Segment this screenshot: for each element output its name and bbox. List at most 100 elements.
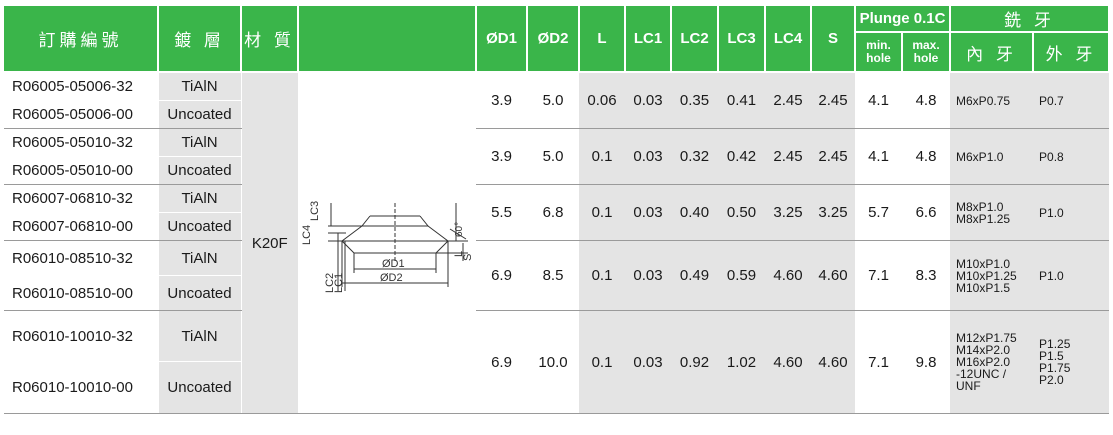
- material-value: K20F: [241, 72, 298, 414]
- header-min-hole: min. hole: [855, 32, 903, 73]
- d1-value: 6.9: [476, 310, 527, 414]
- coating-value: Uncoated: [158, 156, 242, 185]
- tool-diagram: LC3 LC4 LC2 LC1 ØD1 ØD2 L S 60°: [298, 72, 476, 414]
- header-order-no: 訂購編號: [4, 6, 159, 73]
- coating-value: TiAlN: [158, 184, 242, 213]
- header-s: S: [811, 6, 856, 73]
- header-diagram: [298, 6, 477, 73]
- header-lc3: LC3: [718, 6, 766, 73]
- d2-value: 6.8: [527, 184, 579, 241]
- coating-value: Uncoated: [158, 275, 242, 311]
- label-lc1: LC1: [333, 273, 345, 293]
- label-d2: ØD2: [380, 272, 403, 284]
- external-thread: P0.8: [1033, 128, 1110, 185]
- order-code: R06010-10010-32: [4, 310, 159, 362]
- min-hole-value: 4.1: [855, 72, 902, 129]
- lc1-value: 0.03: [625, 310, 671, 414]
- product-spec-table: 訂購編號 鍍 層 材 質 ØD1 ØD2 L LC1 LC2 LC3 LC4 S…: [4, 6, 1111, 414]
- s-value: 2.45: [811, 128, 855, 185]
- internal-thread: M6xP0.75: [950, 72, 1034, 129]
- external-thread: P1.0: [1033, 184, 1110, 241]
- s-value: 3.25: [811, 184, 855, 241]
- order-code: R06007-06810-32: [4, 184, 159, 213]
- lc2-value: 0.49: [671, 240, 718, 311]
- lc4-value: 4.60: [765, 310, 811, 414]
- thread-mill-profile-drawing: LC3 LC4 LC2 LC1 ØD1 ØD2 L S 60°: [301, 201, 474, 293]
- lc1-value: 0.03: [625, 184, 671, 241]
- label-angle: 60°: [454, 222, 465, 237]
- lc1-value: 0.03: [625, 240, 671, 311]
- internal-thread: M12xP1.75 M14xP2.0 M16xP2.0 -12UNC / UNF: [950, 310, 1034, 414]
- max-hole-value: 4.8: [902, 128, 951, 185]
- external-thread: P1.0: [1033, 240, 1110, 311]
- lc2-value: 0.35: [671, 72, 718, 129]
- label-lc4: LC4: [301, 225, 313, 245]
- s-value: 2.45: [811, 72, 855, 129]
- coating-value: TiAlN: [158, 310, 242, 362]
- d2-value: 5.0: [527, 128, 579, 185]
- lc4-value: 3.25: [765, 184, 811, 241]
- label-lc3: LC3: [309, 201, 321, 221]
- header-lc2: LC2: [671, 6, 719, 73]
- lc1-value: 0.03: [625, 72, 671, 129]
- d1-value: 6.9: [476, 240, 527, 311]
- d1-value: 3.9: [476, 72, 527, 129]
- internal-thread: M10xP1.0 M10xP1.25 M10xP1.5: [950, 240, 1034, 311]
- header-plunge: Plunge 0.1C: [855, 6, 952, 33]
- order-code: R06005-05010-00: [4, 156, 159, 185]
- header-lc1: LC1: [625, 6, 672, 73]
- header-material: 材 質: [241, 6, 299, 73]
- d2-value: 5.0: [527, 72, 579, 129]
- lc3-value: 1.02: [718, 310, 765, 414]
- coating-value: Uncoated: [158, 100, 242, 129]
- lc1-value: 0.03: [625, 128, 671, 185]
- header-lc4: LC4: [765, 6, 812, 73]
- lc2-value: 0.32: [671, 128, 718, 185]
- l-value: 0.1: [579, 128, 625, 185]
- d2-value: 8.5: [527, 240, 579, 311]
- lc3-value: 0.59: [718, 240, 765, 311]
- coating-value: Uncoated: [158, 212, 242, 241]
- label-lc2: LC2: [324, 273, 336, 293]
- lc4-value: 2.45: [765, 72, 811, 129]
- max-hole-value: 6.6: [902, 184, 951, 241]
- header-d2: ØD2: [527, 6, 580, 73]
- l-value: 0.1: [579, 240, 625, 311]
- header-coating: 鍍 層: [158, 6, 242, 73]
- coating-value: Uncoated: [158, 361, 242, 414]
- header-thread-mill: 銑 牙: [950, 6, 1111, 33]
- header-external: 外 牙: [1033, 32, 1111, 73]
- header-internal: 內 牙: [950, 32, 1035, 73]
- l-value: 0.1: [579, 184, 625, 241]
- coating-value: TiAlN: [158, 240, 242, 276]
- min-hole-value: 7.1: [855, 240, 902, 311]
- header-l: L: [579, 6, 626, 73]
- d1-value: 3.9: [476, 128, 527, 185]
- l-value: 0.06: [579, 72, 625, 129]
- label-l: L: [453, 251, 465, 257]
- lc2-value: 0.40: [671, 184, 718, 241]
- s-value: 4.60: [811, 310, 855, 414]
- max-hole-value: 8.3: [902, 240, 951, 311]
- order-code: R06007-06810-00: [4, 212, 159, 241]
- label-s: S: [462, 254, 474, 261]
- min-hole-value: 4.1: [855, 128, 902, 185]
- label-d1: ØD1: [382, 258, 405, 270]
- order-code: R06005-05006-32: [4, 72, 159, 101]
- order-code: R06005-05006-00: [4, 100, 159, 129]
- header-max-hole: max. hole: [902, 32, 952, 73]
- lc4-value: 2.45: [765, 128, 811, 185]
- order-code: R06010-08510-00: [4, 275, 159, 311]
- max-hole-value: 9.8: [902, 310, 951, 414]
- coating-value: TiAlN: [158, 128, 242, 157]
- order-code: R06005-05010-32: [4, 128, 159, 157]
- internal-thread: M8xP1.0 M8xP1.25: [950, 184, 1034, 241]
- lc3-value: 0.42: [718, 128, 765, 185]
- coating-value: TiAlN: [158, 72, 242, 101]
- lc2-value: 0.92: [671, 310, 718, 414]
- min-hole-value: 7.1: [855, 310, 902, 414]
- external-thread: P1.25 P1.5 P1.75 P2.0: [1033, 310, 1110, 414]
- d1-value: 5.5: [476, 184, 527, 241]
- external-thread: P0.7: [1033, 72, 1110, 129]
- lc3-value: 0.41: [718, 72, 765, 129]
